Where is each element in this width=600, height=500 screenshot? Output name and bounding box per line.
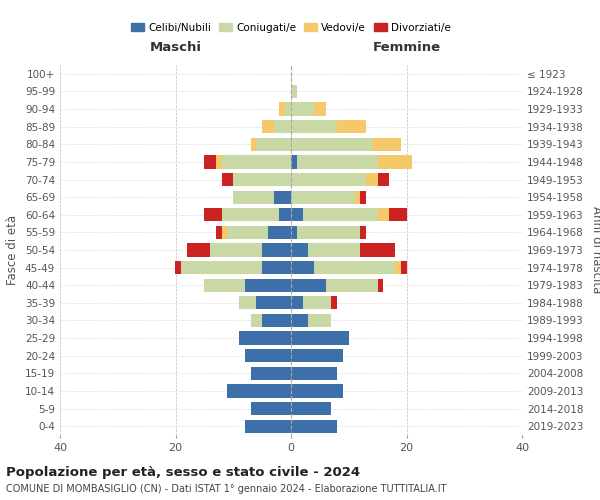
Bar	[280, 208, 291, 222]
Bar	[239, 296, 256, 310]
Bar	[291, 138, 372, 151]
Bar	[291, 208, 302, 222]
Bar	[302, 296, 331, 310]
Bar	[337, 120, 366, 134]
Bar	[181, 261, 262, 274]
Bar	[377, 173, 389, 186]
Bar	[302, 208, 377, 222]
Bar	[291, 384, 343, 398]
Bar	[291, 244, 308, 256]
Bar	[245, 420, 291, 433]
Bar	[377, 278, 383, 292]
Bar	[285, 102, 291, 116]
Bar	[251, 366, 291, 380]
Bar	[291, 102, 314, 116]
Bar	[360, 244, 395, 256]
Bar	[205, 278, 245, 292]
Bar	[377, 208, 389, 222]
Bar	[227, 226, 268, 239]
Bar	[216, 226, 222, 239]
Y-axis label: Anni di nascita: Anni di nascita	[590, 206, 600, 294]
Bar	[251, 402, 291, 415]
Bar	[314, 102, 326, 116]
Bar	[256, 138, 291, 151]
Bar	[308, 314, 331, 327]
Bar	[291, 226, 297, 239]
Bar	[291, 402, 331, 415]
Bar	[314, 261, 395, 274]
Bar	[291, 366, 337, 380]
Bar	[274, 120, 291, 134]
Legend: Celibi/Nubili, Coniugati/e, Vedovi/e, Divorziati/e: Celibi/Nubili, Coniugati/e, Vedovi/e, Di…	[127, 18, 455, 36]
Bar	[360, 226, 366, 239]
Bar	[175, 261, 181, 274]
Bar	[239, 332, 291, 344]
Bar	[227, 384, 291, 398]
Bar	[291, 314, 308, 327]
Bar	[262, 261, 291, 274]
Bar	[233, 173, 291, 186]
Text: Maschi: Maschi	[149, 42, 202, 54]
Bar	[216, 156, 222, 168]
Text: Popolazione per età, sesso e stato civile - 2024: Popolazione per età, sesso e stato civil…	[6, 466, 360, 479]
Bar	[297, 156, 377, 168]
Bar	[291, 278, 326, 292]
Bar	[360, 190, 366, 204]
Bar	[268, 226, 291, 239]
Bar	[222, 208, 280, 222]
Bar	[401, 261, 407, 274]
Bar	[262, 314, 291, 327]
Bar	[245, 349, 291, 362]
Bar	[297, 226, 360, 239]
Bar	[291, 156, 297, 168]
Bar	[280, 102, 285, 116]
Bar	[262, 120, 274, 134]
Bar	[331, 296, 337, 310]
Bar	[291, 349, 343, 362]
Bar	[389, 208, 407, 222]
Bar	[210, 244, 262, 256]
Bar	[355, 190, 360, 204]
Bar	[366, 173, 377, 186]
Bar	[377, 156, 412, 168]
Bar	[222, 173, 233, 186]
Bar	[187, 244, 210, 256]
Bar	[233, 190, 274, 204]
Bar	[291, 332, 349, 344]
Bar	[308, 244, 360, 256]
Bar	[372, 138, 401, 151]
Bar	[291, 173, 366, 186]
Text: COMUNE DI MOMBASIGLIO (CN) - Dati ISTAT 1° gennaio 2024 - Elaborazione TUTTITALI: COMUNE DI MOMBASIGLIO (CN) - Dati ISTAT …	[6, 484, 446, 494]
Bar	[326, 278, 377, 292]
Bar	[262, 244, 291, 256]
Bar	[291, 85, 297, 98]
Bar	[291, 296, 302, 310]
Bar	[256, 296, 291, 310]
Bar	[291, 420, 337, 433]
Bar	[222, 156, 291, 168]
Bar	[395, 261, 401, 274]
Bar	[245, 278, 291, 292]
Bar	[222, 226, 227, 239]
Bar	[291, 120, 337, 134]
Bar	[274, 190, 291, 204]
Y-axis label: Fasce di età: Fasce di età	[7, 215, 19, 285]
Bar	[205, 156, 216, 168]
Bar	[251, 138, 256, 151]
Bar	[291, 261, 314, 274]
Bar	[291, 190, 355, 204]
Bar	[251, 314, 262, 327]
Bar	[205, 208, 222, 222]
Text: Femmine: Femmine	[373, 42, 440, 54]
